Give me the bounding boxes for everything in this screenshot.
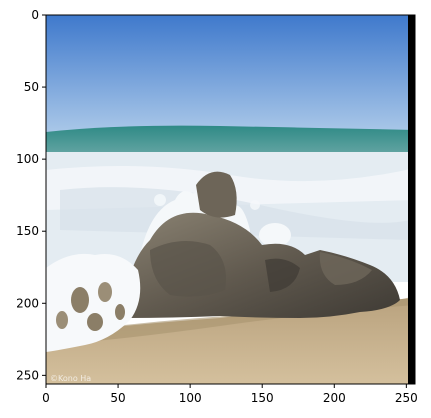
x-tick-label: 0 xyxy=(42,391,50,405)
watermark: ©Kono Ha xyxy=(50,374,91,383)
axes-frame xyxy=(45,14,416,385)
foam-lace xyxy=(46,253,141,352)
y-tick-label: 150 xyxy=(16,224,39,238)
y-axis: 0 50 100 150 200 250 xyxy=(16,8,46,382)
y-tick-label: 100 xyxy=(16,152,39,166)
small-rock xyxy=(196,171,237,218)
wave-band xyxy=(46,125,415,158)
y-tick-label: 250 xyxy=(16,368,39,382)
x-tick-label: 200 xyxy=(323,391,346,405)
photo-image: ©Kono Ha xyxy=(46,15,415,384)
sky xyxy=(46,15,415,132)
x-axis: 0 50 100 150 200 250 xyxy=(42,384,418,405)
right-border xyxy=(408,15,415,384)
x-tick-label: 250 xyxy=(395,391,418,405)
sand xyxy=(46,298,415,384)
y-tick-label: 200 xyxy=(16,296,39,310)
y-tick-label: 0 xyxy=(31,8,39,22)
x-tick-label: 50 xyxy=(110,391,125,405)
x-tick-label: 100 xyxy=(179,391,202,405)
y-tick-label: 50 xyxy=(24,80,39,94)
x-tick-label: 150 xyxy=(251,391,274,405)
